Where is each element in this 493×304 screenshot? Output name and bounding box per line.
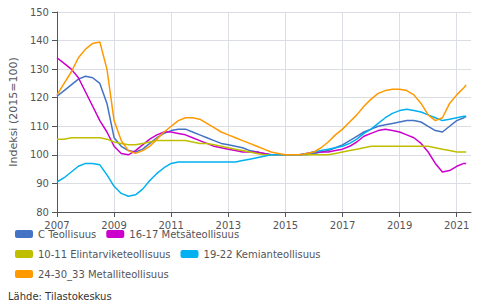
- svg-text:110: 110: [30, 121, 49, 132]
- svg-text:140: 140: [30, 35, 49, 46]
- svg-text:2021: 2021: [444, 220, 469, 231]
- svg-text:24-30_33 Metalliteollisuus: 24-30_33 Metalliteollisuus: [38, 269, 169, 281]
- svg-text:2019: 2019: [387, 220, 412, 231]
- svg-text:80: 80: [36, 207, 49, 218]
- svg-text:Indeksi (2015=100): Indeksi (2015=100): [7, 57, 20, 166]
- svg-text:2017: 2017: [330, 220, 355, 231]
- svg-text:2011: 2011: [158, 219, 184, 231]
- svg-text:130: 130: [30, 64, 49, 75]
- svg-text:100: 100: [30, 149, 49, 160]
- svg-text:2009: 2009: [101, 220, 126, 231]
- svg-text:10-11 Elintarviketeollisuus: 10-11 Elintarviketeollisuus: [38, 249, 171, 260]
- svg-text:16-17 Metsäteollisuus: 16-17 Metsäteollisuus: [129, 229, 239, 240]
- svg-text:C Teollisuus: C Teollisuus: [38, 229, 96, 240]
- svg-text:90: 90: [36, 178, 49, 189]
- svg-text:150: 150: [30, 7, 49, 18]
- svg-text:Lähde: Tilastokeskus: Lähde: Tilastokeskus: [8, 291, 112, 302]
- svg-text:2007: 2007: [44, 219, 70, 231]
- svg-text:2013: 2013: [215, 219, 241, 231]
- svg-text:120: 120: [30, 92, 49, 103]
- svg-text:19-22 Kemianteollisuus: 19-22 Kemianteollisuus: [204, 249, 321, 260]
- svg-text:2015: 2015: [273, 220, 298, 231]
